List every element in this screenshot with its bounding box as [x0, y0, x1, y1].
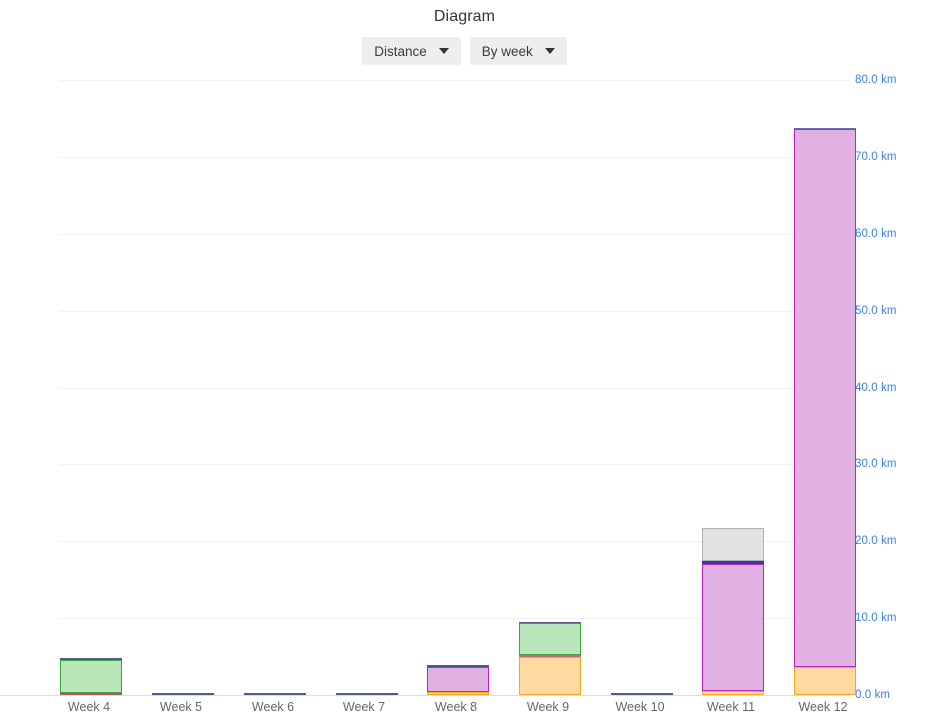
x-axis-tick-label: Week 4	[67, 700, 111, 714]
bar-segment-orange-base[interactable]	[519, 656, 581, 695]
x-axis-tick-label: Week 5	[159, 700, 203, 714]
gridline	[60, 618, 850, 620]
bar-group[interactable]	[60, 0, 122, 695]
x-axis-tick-label: Week 12	[798, 700, 848, 714]
bar-group[interactable]	[702, 0, 764, 695]
x-axis-tick-label: Week 8	[434, 700, 478, 714]
y-axis-tick-label: 30.0 km	[855, 458, 897, 471]
bar-group[interactable]	[427, 0, 489, 695]
x-axis-tick-label: Week 11	[706, 700, 756, 714]
bar-segment-orange-base[interactable]	[427, 691, 489, 695]
bar-segment-purple-body[interactable]	[702, 563, 764, 692]
chevron-down-icon	[438, 48, 449, 54]
bar-segment-navy-cap[interactable]	[519, 621, 581, 624]
bar-group[interactable]	[611, 0, 673, 695]
period-dropdown-label: By week	[481, 43, 533, 59]
bar-segment-navy-cap[interactable]	[427, 665, 489, 667]
metric-dropdown[interactable]: Distance	[362, 37, 461, 65]
bar-group[interactable]	[152, 0, 214, 695]
bar-segment-navy-cap[interactable]	[60, 658, 122, 660]
chevron-down-icon	[544, 48, 555, 54]
bar-segment-purple-body[interactable]	[794, 129, 856, 667]
x-axis-tick-label: Week 9	[526, 700, 570, 714]
bar-segment-green-body[interactable]	[519, 623, 581, 656]
bar-segment-rose-divider[interactable]	[519, 655, 581, 657]
y-axis-tick-label: 40.0 km	[855, 381, 897, 394]
gridline	[60, 80, 850, 81]
gridline	[60, 156, 850, 158]
gridline	[60, 464, 850, 466]
bar-group[interactable]	[519, 0, 581, 695]
bar-segment-green-body[interactable]	[60, 659, 122, 694]
x-axis-tick-label: Week 6	[251, 700, 295, 714]
bar-segment-blue-divider[interactable]	[702, 561, 764, 564]
y-axis-tick-label: 20.0 km	[855, 535, 897, 548]
bar-group[interactable]	[794, 0, 856, 695]
chart-controls: Distance By week	[0, 37, 929, 65]
bar-segment-navy-cap[interactable]	[244, 693, 306, 695]
bar-segment-navy-cap[interactable]	[336, 693, 398, 695]
x-axis-tick-label: Week 10	[615, 700, 665, 714]
gridline	[60, 310, 850, 312]
bar-segment-crimson-base[interactable]	[60, 693, 122, 695]
y-axis-tick-label: 10.0 km	[855, 612, 897, 625]
gridline	[60, 233, 850, 235]
y-axis-tick-label: 70.0 km	[855, 150, 897, 163]
bar-segment-orange-base[interactable]	[794, 666, 856, 695]
y-axis-tick-label: 50.0 km	[855, 304, 897, 317]
page-title: Diagram	[433, 8, 496, 25]
period-dropdown[interactable]: By week	[469, 37, 567, 65]
bar-segment-orange-base[interactable]	[702, 691, 764, 695]
metric-dropdown-label: Distance	[374, 43, 427, 59]
bar-segment-navy-cap[interactable]	[152, 693, 214, 695]
chart-plot-area	[60, 80, 850, 695]
bar-segment-gray-top[interactable]	[702, 528, 764, 562]
bar-segment-purple-body[interactable]	[427, 666, 489, 692]
y-axis-tick-label: 0.0 km	[855, 689, 891, 701]
bar-segment-navy-cap[interactable]	[794, 127, 856, 130]
y-axis-tick-label: 60.0 km	[855, 227, 897, 240]
x-axis-tick-label: Week 7	[342, 700, 386, 714]
bar-group[interactable]	[244, 0, 306, 695]
gridline	[60, 541, 850, 543]
bar-segment-navy-cap[interactable]	[611, 693, 673, 695]
bar-group[interactable]	[336, 0, 398, 695]
y-axis-tick-label: 80.0 km	[855, 74, 897, 86]
gridline	[60, 387, 850, 389]
chart-baseline	[0, 695, 850, 696]
